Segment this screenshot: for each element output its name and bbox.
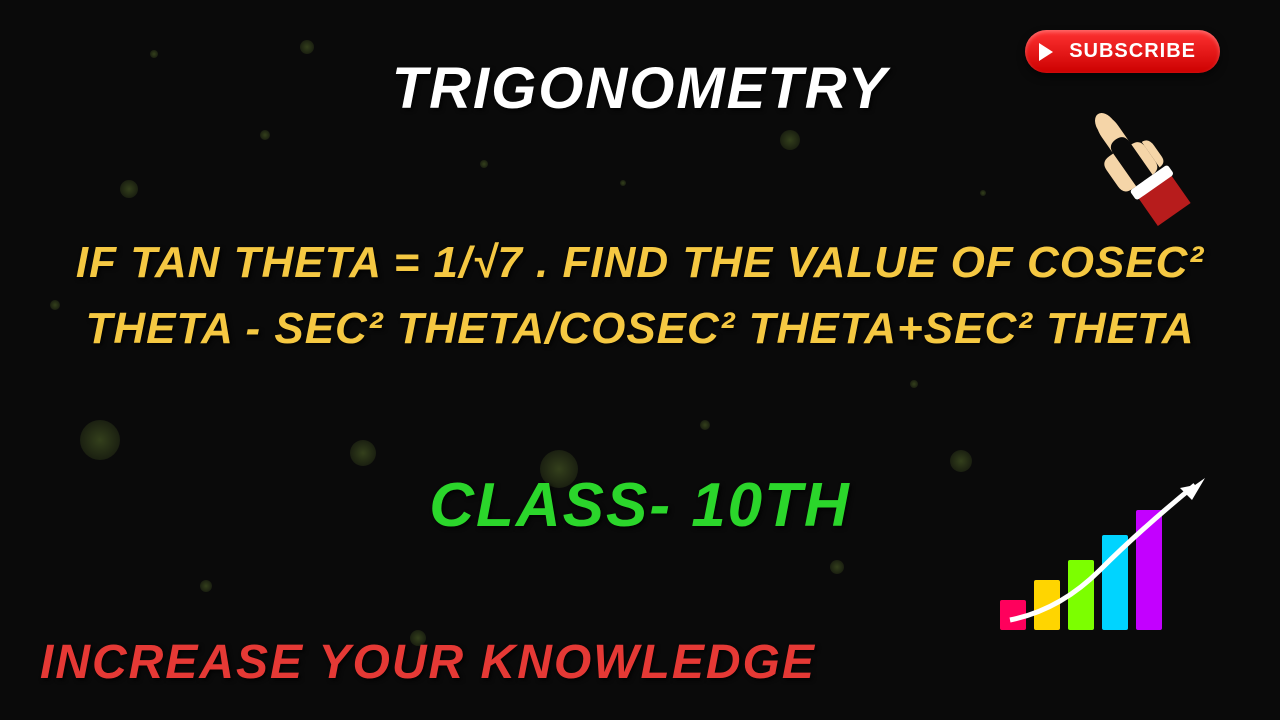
tagline: INCREASE YOUR KNOWLEDGE: [40, 635, 816, 690]
subscribe-label: SUBSCRIBE: [1069, 40, 1196, 62]
pointing-hand-icon: [1060, 90, 1200, 230]
chart-bar: [1102, 535, 1128, 630]
chart-bar: [1000, 600, 1026, 630]
chart-bars: [1000, 500, 1220, 630]
problem-line-1: IF TAN THETA = 1/√7 . FIND THE VALUE OF …: [40, 230, 1240, 296]
problem-line-2: THETA - SEC² THETA/COSEC² THETA+SEC² THE…: [40, 296, 1240, 362]
main-title: TRIGONOMETRY: [392, 55, 889, 122]
chart-bar: [1068, 560, 1094, 630]
chart-bar: [1136, 510, 1162, 630]
class-label: CLASS- 10TH: [429, 470, 851, 541]
chart-bar: [1034, 580, 1060, 630]
growth-chart-icon: [1000, 500, 1220, 680]
problem-statement: IF TAN THETA = 1/√7 . FIND THE VALUE OF …: [40, 230, 1240, 362]
subscribe-button[interactable]: SUBSCRIBE: [1025, 30, 1220, 73]
